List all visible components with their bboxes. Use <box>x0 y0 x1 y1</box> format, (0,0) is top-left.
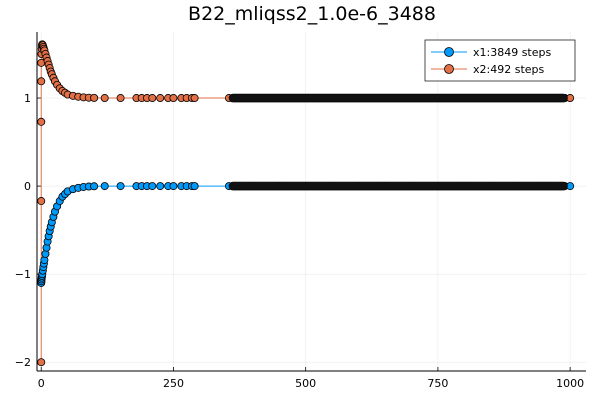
data-point-x2-2 <box>37 117 46 126</box>
y-axis-ticks: −2 −1 0 1 <box>15 92 41 369</box>
y-tick-label-3: 1 <box>24 92 31 105</box>
legend-label-x1: x1:3849 steps <box>473 46 551 59</box>
x-tick-label-2: 500 <box>295 377 316 390</box>
data-point-x1-34 <box>148 182 157 191</box>
y-tick-label-2: 0 <box>24 180 31 193</box>
data-point-x2-40 <box>169 94 178 103</box>
chart-title: B22_mliqss2_1.0e-6_3488 <box>188 3 436 25</box>
x-axis-ticks: 0 250 500 750 1000 <box>38 367 584 390</box>
data-point-x1-30 <box>116 182 125 191</box>
data-point-x1-41 <box>190 182 199 191</box>
grid-lines <box>37 32 586 371</box>
dense-points-band-x1 <box>228 181 568 191</box>
data-point-x2-0 <box>37 358 46 367</box>
data-point-x2-1 <box>37 197 46 206</box>
x-tick-label-3: 750 <box>427 377 448 390</box>
legend-marker-x2 <box>444 64 454 74</box>
data-point-x2-32 <box>100 94 109 103</box>
x-tick-label-4: 1000 <box>556 377 584 390</box>
data-point-x1-35 <box>156 182 165 191</box>
axes <box>36 32 586 372</box>
x-tick-label-0: 0 <box>38 377 45 390</box>
data-point-x2-38 <box>156 94 165 103</box>
data-point-x2-44 <box>190 94 199 103</box>
data-point-x2-37 <box>148 94 157 103</box>
legend: x1:3849 steps x2:492 steps <box>424 39 576 82</box>
legend-box <box>424 39 576 82</box>
data-point-x1-29 <box>100 182 109 191</box>
y-tick-label-1: −1 <box>15 268 31 281</box>
legend-label-x2: x2:492 steps <box>473 63 545 76</box>
y-tick-label-0: −2 <box>15 356 31 369</box>
legend-marker-x1 <box>444 47 454 57</box>
data-point-x1-28 <box>90 182 99 191</box>
data-point-x2-3 <box>37 77 46 86</box>
x-tick-label-1: 250 <box>163 377 184 390</box>
dense-points-band-x2 <box>228 93 568 103</box>
data-point-x1-37 <box>169 182 178 191</box>
data-point-x2-31 <box>90 93 99 102</box>
data-point-x2-33 <box>116 94 125 103</box>
series-points <box>37 40 575 367</box>
